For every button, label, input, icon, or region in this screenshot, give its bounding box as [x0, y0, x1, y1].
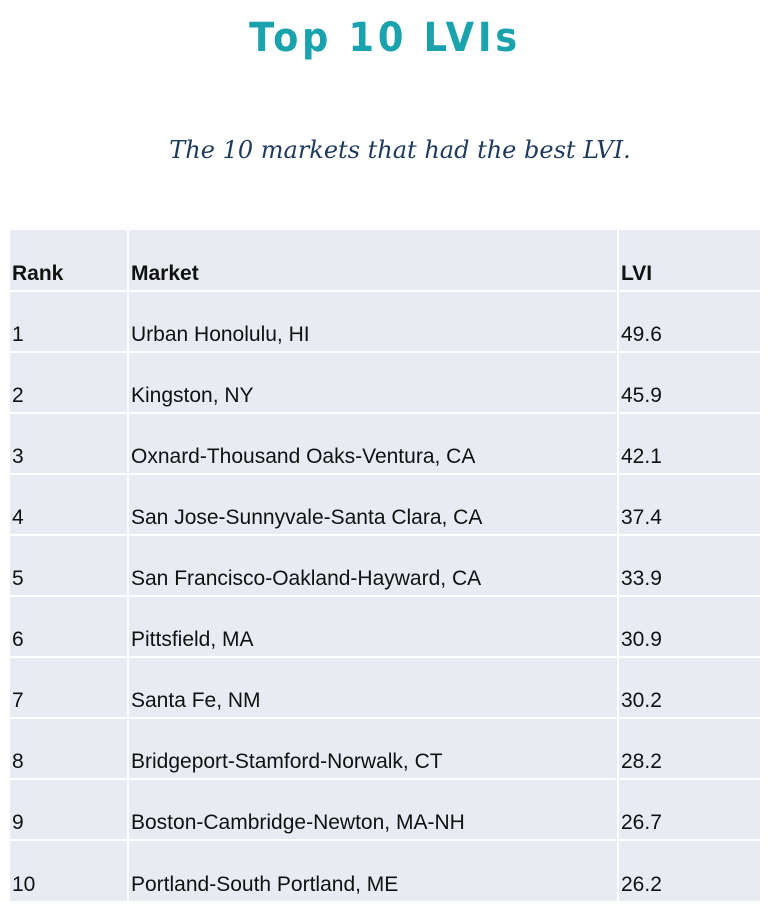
cell-lvi: 42.1 — [618, 412, 760, 474]
cell-rank: 7 — [10, 656, 129, 718]
cell-lvi: 49.6 — [618, 290, 760, 352]
cell-market: Bridgeport-Stamford-Norwalk, CT — [128, 717, 619, 779]
table-row: 5 San Francisco-Oakland-Hayward, CA 33.9 — [10, 534, 760, 596]
table-row: 4 San Jose-Sunnyvale-Santa Clara, CA 37.4 — [10, 473, 760, 535]
cell-market: Pittsfield, MA — [128, 595, 619, 657]
table-row: 1 Urban Honolulu, HI 49.6 — [10, 290, 760, 352]
cell-lvi: 26.2 — [618, 839, 760, 901]
cell-rank: 9 — [10, 778, 129, 840]
header-rank: Rank — [10, 230, 129, 291]
cell-market: Urban Honolulu, HI — [128, 290, 619, 352]
cell-rank: 8 — [10, 717, 129, 779]
lvi-table: Rank Market LVI 1 Urban Honolulu, HI 49.6 2… — [10, 230, 760, 901]
cell-lvi: 30.9 — [618, 595, 760, 657]
cell-lvi: 28.2 — [618, 717, 760, 779]
cell-market: San Francisco-Oakland-Hayward, CA — [128, 534, 619, 596]
table-row: 7 Santa Fe, NM 30.2 — [10, 656, 760, 718]
header-lvi: LVI — [621, 262, 653, 285]
cell-rank: 4 — [10, 473, 129, 535]
cell-rank: 2 — [10, 351, 129, 413]
page-subtitle: The 10 markets that had the best LVI. — [169, 136, 631, 164]
cell-rank: 1 — [10, 290, 129, 352]
cell-market: Portland-South Portland, ME — [128, 839, 619, 901]
cell-lvi: 33.9 — [618, 534, 760, 596]
cell-rank: 5 — [10, 534, 129, 596]
cell-lvi: 26.7 — [618, 778, 760, 840]
table-row: 10 Portland-South Portland, ME 26.2 — [10, 839, 760, 901]
cell-market: Kingston, NY — [128, 351, 619, 413]
cell-market: San Jose-Sunnyvale-Santa Clara, CA — [128, 473, 619, 535]
header-market: Market — [128, 230, 619, 291]
table-row: 8 Bridgeport-Stamford-Norwalk, CT 28.2 — [10, 717, 760, 779]
table-row: 2 Kingston, NY 45.9 — [10, 351, 760, 413]
page-title: Top 10 LVIs — [249, 15, 521, 61]
table-row: 3 Oxnard-Thousand Oaks-Ventura, CA 42.1 — [10, 412, 760, 474]
table-row: 9 Boston-Cambridge-Newton, MA-NH 26.7 — [10, 778, 760, 840]
table-header-row: Rank Market LVI — [10, 230, 760, 291]
table-row: 6 Pittsfield, MA 30.9 — [10, 595, 760, 657]
cell-lvi: 45.9 — [618, 351, 760, 413]
cell-rank: 10 — [10, 839, 129, 901]
cell-market: Santa Fe, NM — [128, 656, 619, 718]
cell-lvi: 30.2 — [618, 656, 760, 718]
cell-lvi: 37.4 — [618, 473, 760, 535]
table-body: 1 Urban Honolulu, HI 49.6 2 Kingston, NY 45.9… — [10, 290, 760, 901]
cell-rank: 3 — [10, 412, 129, 474]
cell-market: Boston-Cambridge-Newton, MA-NH — [128, 778, 619, 840]
cell-market: Oxnard-Thousand Oaks-Ventura, CA — [128, 412, 619, 474]
cell-rank: 6 — [10, 595, 129, 657]
